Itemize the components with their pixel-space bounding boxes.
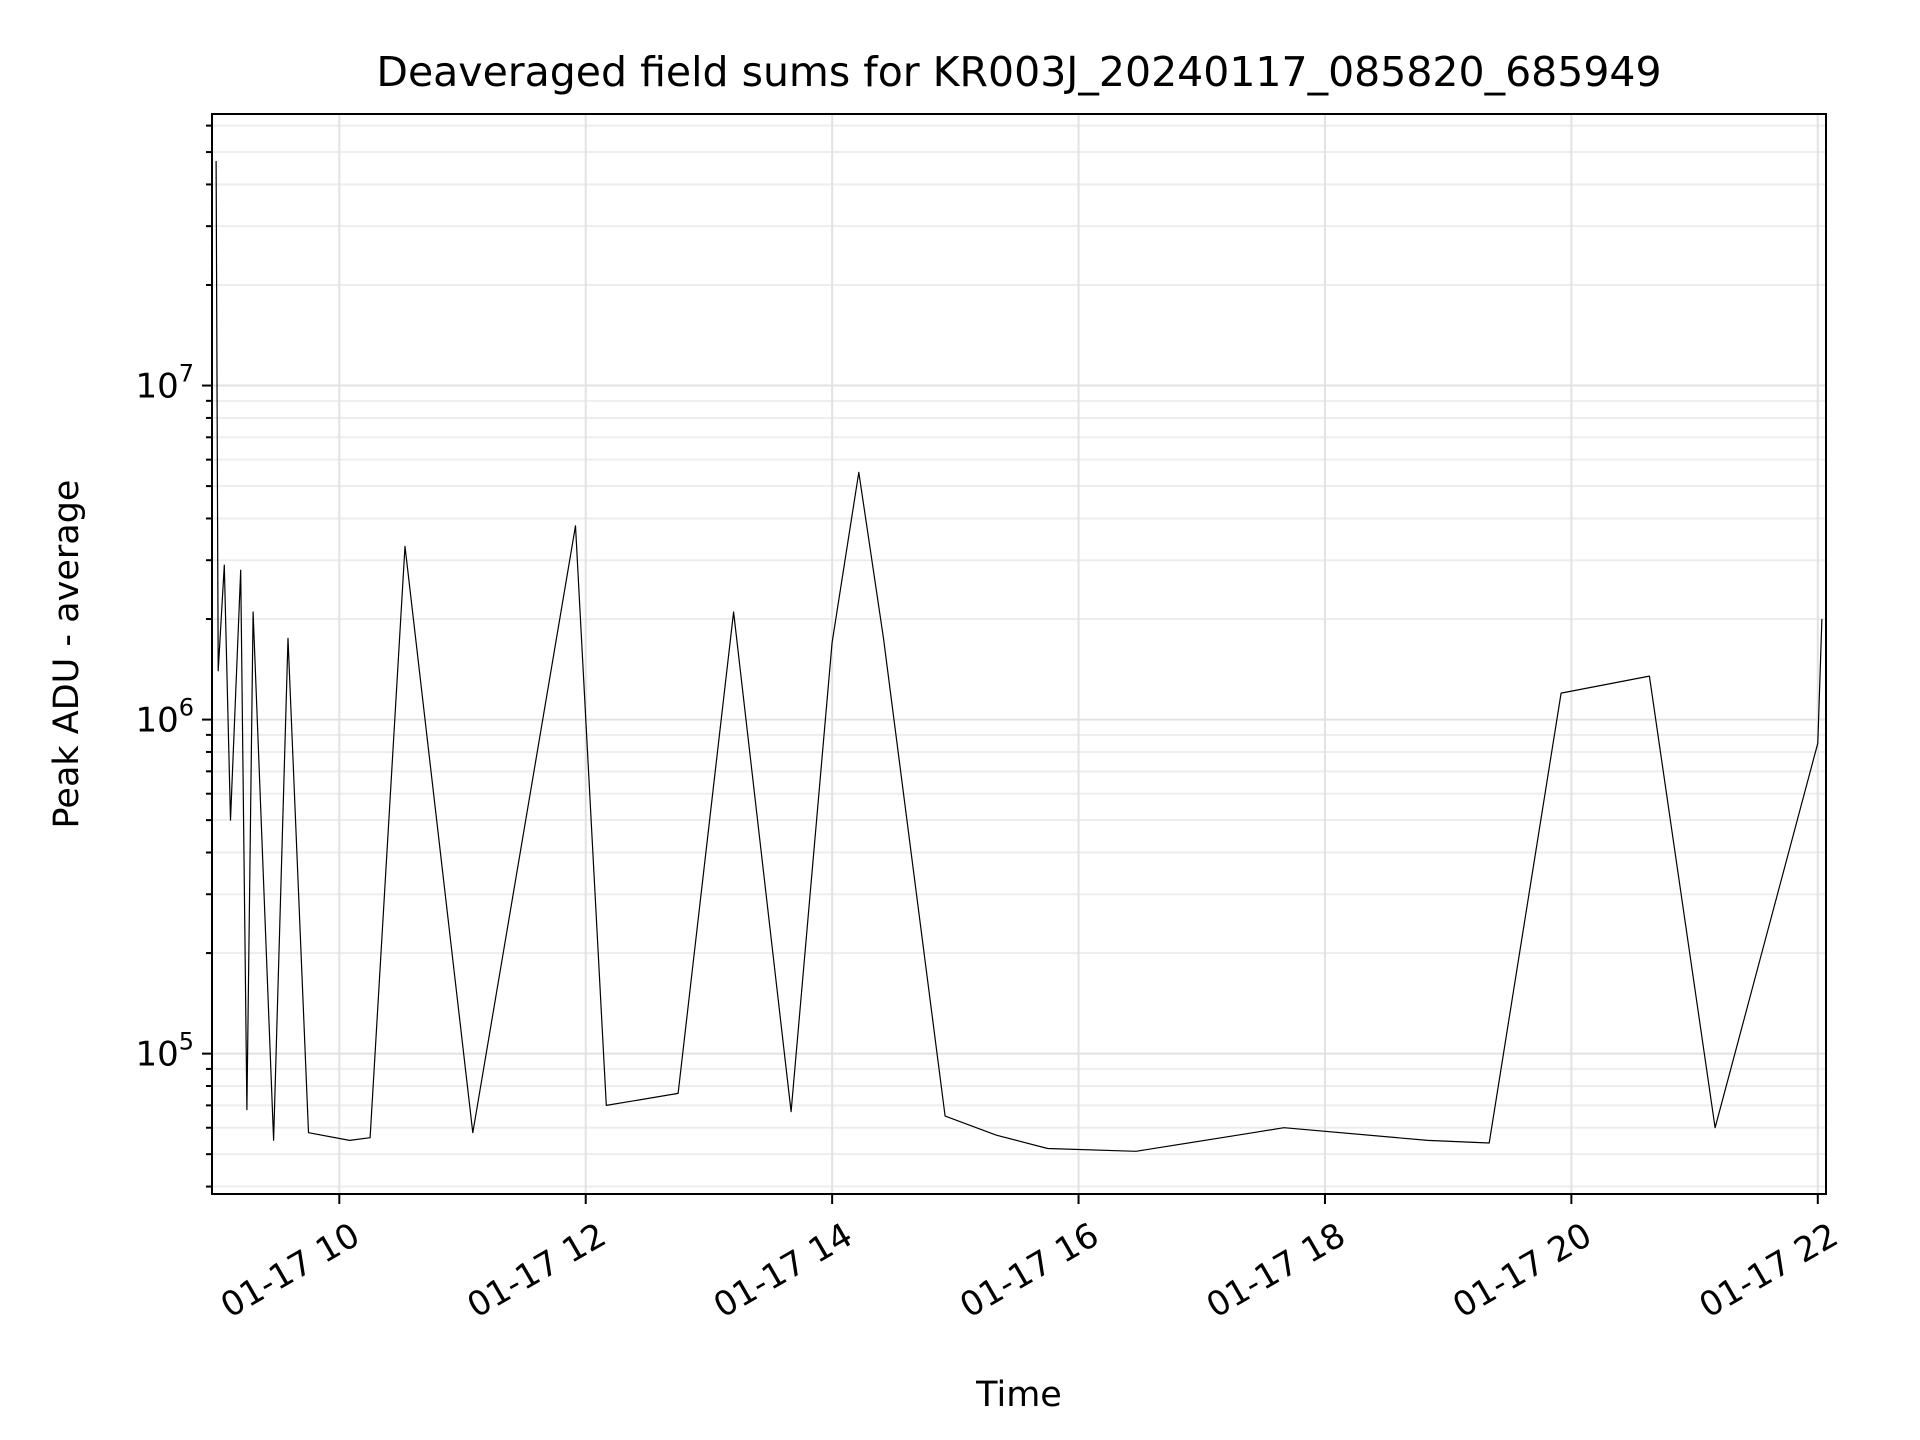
- y-tick-exponent: 7: [179, 360, 194, 388]
- y-tick-exponent: 5: [179, 1028, 194, 1056]
- x-axis-label: Time: [975, 1375, 1062, 1415]
- y-tick-base: 10: [135, 1035, 178, 1075]
- y-tick-label: 107: [135, 360, 194, 407]
- plot-frame: [211, 113, 1827, 1195]
- y-tick-base: 10: [135, 701, 178, 741]
- chart-title: Deaveraged field sums for KR003J_2024011…: [376, 48, 1661, 96]
- y-tick-label: 105: [135, 1028, 194, 1075]
- y-tick-label: 106: [135, 694, 194, 741]
- y-axis-label: Peak ADU - average: [47, 480, 87, 829]
- series-line: [215, 160, 1823, 1152]
- series-group: [215, 160, 1823, 1152]
- y-tick-base: 10: [135, 367, 178, 407]
- y-tick-exponent: 6: [179, 694, 194, 722]
- grid: [212, 114, 1826, 1194]
